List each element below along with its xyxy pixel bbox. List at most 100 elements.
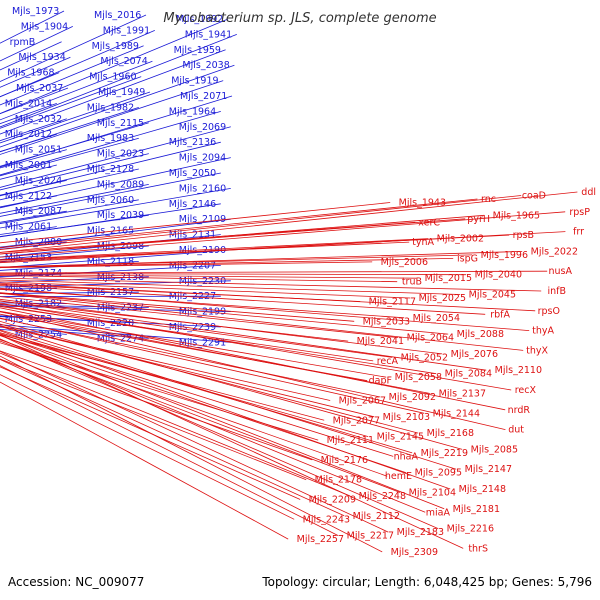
reverse-gene-label: Mjls_2181 (453, 504, 500, 515)
forward-gene-label: Mjls_2001 (5, 160, 52, 171)
reverse-gene-label: Mjls_2147 (465, 464, 512, 475)
reverse-leader-line (0, 330, 451, 490)
reverse-leader-line (0, 307, 506, 411)
forward-leader-line (0, 218, 231, 249)
reverse-gene-label: recX (515, 385, 537, 396)
reverse-leader-line (0, 374, 295, 520)
reverse-leader-line (0, 311, 506, 430)
forward-gene-label: Mjls_2071 (180, 91, 227, 102)
reverse-leader-line (0, 202, 391, 244)
reverse-leader-line (0, 198, 478, 248)
reverse-gene-label: Mjls_2095 (415, 468, 462, 479)
reverse-leader-line (0, 221, 416, 253)
forward-gene-label: Mjls_1949 (98, 87, 145, 98)
reverse-gene-label: nhaA (394, 451, 419, 462)
reverse-leader-line (0, 277, 542, 292)
forward-gene-label: Mjls_2115 (97, 118, 144, 129)
forward-leader-line (0, 214, 149, 237)
forward-gene-label: Mjls_1983 (87, 133, 134, 144)
reverse-leader-line (0, 284, 486, 315)
reverse-leader-line (0, 338, 426, 513)
reverse-gene-label: truB (402, 277, 422, 288)
reverse-gene-label: Mjls_2217 (347, 531, 394, 542)
forward-gene-label: Mjls_2160 (179, 183, 226, 194)
reverse-leader-line (0, 350, 389, 533)
forward-gene-label: Mjls_1982 (87, 102, 134, 113)
forward-gene-label: Mjls_1941 (185, 29, 232, 40)
reverse-leader-line (0, 292, 524, 351)
reverse-gene-label: Mjls_2111 (327, 435, 374, 446)
forward-gene-label: Mjls_1904 (21, 21, 68, 32)
forward-leader-line (0, 295, 221, 297)
forward-gene-label: Mjls_2198 (5, 283, 52, 294)
reverse-leader-line (0, 352, 351, 497)
reverse-gene-label: Mjls_2209 (309, 495, 356, 506)
forward-gene-label: Mjls_2098 (97, 241, 144, 252)
reverse-leader-line (0, 325, 457, 470)
forward-gene-label: Mjls_2109 (179, 214, 226, 225)
reverse-leader-line (0, 365, 339, 536)
reverse-gene-leader-lines (0, 191, 578, 553)
forward-gene-label: Mjls_2037 (16, 83, 63, 94)
reverse-leader-line (0, 340, 401, 493)
forward-gene-label: Mjls_2032 (15, 114, 62, 125)
forward-gene-label: Mjls_1992 (176, 14, 223, 25)
reverse-leader-line (0, 275, 398, 283)
forward-leader-line (0, 126, 231, 188)
forward-gene-label: Mjls_2089 (97, 179, 144, 190)
reverse-leader-line (0, 287, 530, 331)
reverse-gene-label: Mjls_2103 (383, 412, 430, 423)
reverse-leader-line (0, 214, 485, 255)
reverse-leader-line (0, 195, 522, 250)
forward-leader-line (0, 34, 237, 128)
reverse-gene-label: Mjls_2168 (427, 428, 474, 439)
reverse-gene-label: pyrH (467, 214, 490, 225)
reverse-leader-line (0, 218, 466, 255)
reverse-leader-line (0, 338, 439, 529)
forward-gene-label: Mjls_2128 (87, 164, 134, 175)
forward-gene-label: Mjls_1960 (89, 72, 136, 83)
forward-leader-line (0, 49, 226, 135)
reverse-gene-label: rnc (481, 194, 496, 205)
reverse-gene-label: Mjls_2058 (395, 372, 442, 383)
reverse-leader-line (0, 311, 431, 394)
reverse-leader-line (0, 358, 345, 517)
reverse-leader-line (0, 305, 437, 375)
reverse-leader-line (0, 238, 429, 261)
forward-gene-label: Mjls_1968 (7, 68, 54, 79)
reverse-leader-line (0, 381, 289, 540)
reverse-leader-line (0, 335, 407, 474)
forward-leader-line (0, 80, 224, 155)
reverse-gene-label: xerC (418, 217, 440, 228)
forward-gene-label: Mjls_1934 (18, 52, 65, 63)
reverse-gene-label: Mjls_2309 (391, 547, 438, 558)
forward-gene-label: Mjls_2153 (5, 252, 52, 263)
reverse-gene-label: Mjls_2110 (495, 365, 542, 376)
reverse-gene-label: Mjls_2257 (297, 534, 344, 545)
forward-gene-label: Mjls_2080 (15, 237, 62, 248)
reverse-gene-label: Mjls_2052 (401, 352, 448, 363)
forward-leader-line (0, 316, 139, 324)
forward-gene-label: Mjls_2014 (5, 98, 52, 109)
reverse-leader-line (0, 288, 405, 319)
reverse-gene-label: Mjls_1996 (481, 250, 528, 261)
reverse-leader-line (0, 274, 417, 279)
forward-gene-label: Mjls_2118 (87, 256, 134, 267)
forward-leader-line (0, 315, 221, 328)
reverse-leader-line (0, 292, 355, 322)
reverse-leader-line (0, 302, 512, 391)
reverse-gene-label: rpsP (569, 207, 590, 218)
reverse-leader-line (0, 258, 454, 268)
forward-gene-label: Mjls_2050 (169, 168, 216, 179)
forward-leader-line (0, 249, 231, 269)
reverse-gene-label: Mjls_2104 (409, 488, 456, 499)
reverse-leader-line (0, 300, 487, 371)
reverse-leader-line (0, 191, 578, 253)
map-title: Mycobacterium sp. JLS, complete genome (163, 11, 436, 26)
reverse-leader-line (0, 358, 307, 481)
reverse-gene-label: Mjls_1943 (399, 198, 446, 209)
reverse-leader-line (0, 318, 381, 398)
reverse-leader-line (0, 306, 374, 362)
reverse-gene-label: Mjls_2216 (447, 524, 494, 535)
